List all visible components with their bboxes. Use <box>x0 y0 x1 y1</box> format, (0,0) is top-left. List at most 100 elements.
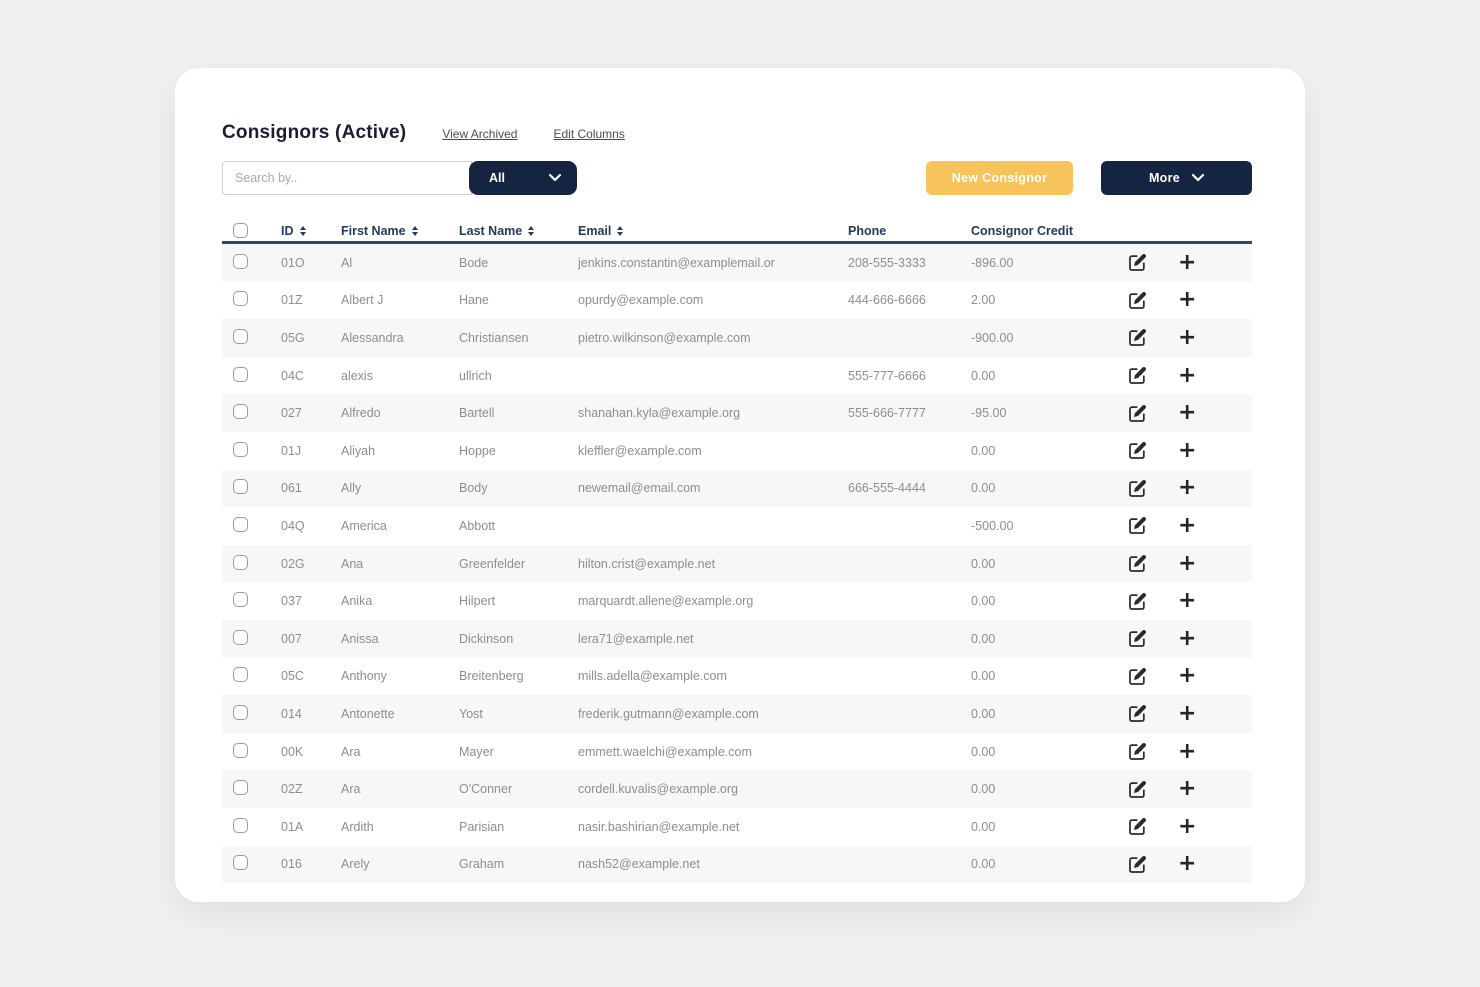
add-icon[interactable]: + <box>1178 552 1197 575</box>
edit-icon[interactable] <box>1128 704 1147 723</box>
cell-first-name: America <box>341 518 387 533</box>
row-checkbox[interactable] <box>233 855 248 871</box>
add-icon[interactable]: + <box>1178 702 1197 725</box>
add-icon[interactable]: + <box>1178 364 1197 387</box>
edit-icon[interactable] <box>1128 817 1147 836</box>
cell-first-name: Al <box>341 255 353 270</box>
add-icon[interactable]: + <box>1178 778 1197 801</box>
cell-last-name: Christiansen <box>459 330 529 345</box>
row-checkbox[interactable] <box>233 629 248 645</box>
add-icon[interactable]: + <box>1178 665 1197 688</box>
add-icon[interactable]: + <box>1178 326 1197 349</box>
row-checkbox[interactable] <box>233 516 248 532</box>
table-row: 04Q America Abbott -500.00 + <box>222 507 1252 545</box>
row-checkbox[interactable] <box>233 366 248 382</box>
edit-icon[interactable] <box>1128 592 1147 611</box>
add-icon[interactable]: + <box>1178 251 1197 274</box>
edit-icon[interactable] <box>1128 291 1147 310</box>
cell-credit: 0.00 <box>971 669 996 684</box>
row-checkbox[interactable] <box>233 817 248 833</box>
cell-id: 037 <box>281 594 302 609</box>
add-icon[interactable]: + <box>1178 477 1197 500</box>
add-icon[interactable]: + <box>1178 289 1197 312</box>
title-row: Consignors (Active) View Archived Edit C… <box>222 122 1252 144</box>
row-checkbox[interactable] <box>233 441 248 457</box>
cell-email: frederik.gutmann@example.com <box>578 706 759 721</box>
add-icon[interactable]: + <box>1178 627 1197 650</box>
edit-icon[interactable] <box>1128 667 1147 686</box>
row-checkbox[interactable] <box>233 742 248 758</box>
row-checkbox[interactable] <box>233 554 248 570</box>
cell-last-name: Graham <box>459 857 505 872</box>
edit-icon[interactable] <box>1128 516 1147 535</box>
row-checkbox[interactable] <box>233 404 248 420</box>
add-icon[interactable]: + <box>1178 815 1197 838</box>
edit-icon[interactable] <box>1128 479 1147 498</box>
edit-icon[interactable] <box>1128 554 1147 573</box>
cell-id: 04Q <box>281 518 305 533</box>
search-filter-dropdown[interactable]: All <box>469 161 577 195</box>
row-checkbox[interactable] <box>233 592 248 608</box>
add-icon[interactable]: + <box>1178 853 1197 876</box>
more-button[interactable]: More <box>1101 161 1252 195</box>
row-checkbox[interactable] <box>233 253 248 269</box>
table-row: 02G Ana Greenfelder hilton.crist@example… <box>222 544 1252 583</box>
row-checkbox[interactable] <box>233 479 248 495</box>
table-row: 016 Arely Graham nash52@example.net 0.00… <box>222 845 1252 884</box>
edit-icon[interactable] <box>1128 404 1147 423</box>
chevron-down-icon <box>1191 171 1205 185</box>
edit-columns-link[interactable]: Edit Columns <box>553 127 625 141</box>
cell-email: newemail@email.com <box>578 481 701 496</box>
cell-last-name: Greenfelder <box>459 556 526 571</box>
edit-icon[interactable] <box>1128 629 1147 648</box>
row-checkbox[interactable] <box>233 667 248 683</box>
column-header-email[interactable]: Email <box>578 224 848 238</box>
edit-icon[interactable] <box>1128 855 1147 874</box>
cell-id: 016 <box>281 857 302 872</box>
row-checkbox[interactable] <box>233 780 248 796</box>
column-header-last-name[interactable]: Last Name <box>459 224 578 238</box>
cell-credit: 0.00 <box>971 819 996 834</box>
cell-email: hilton.crist@example.net <box>578 556 716 571</box>
cell-id: 01Z <box>281 293 303 308</box>
row-checkbox[interactable] <box>233 704 248 720</box>
edit-icon[interactable] <box>1128 441 1147 460</box>
table-row: 01J Aliyah Hoppe kleffler@example.com 0.… <box>222 432 1252 470</box>
edit-icon[interactable] <box>1128 366 1147 385</box>
table-row: 02Z Ara O'Conner cordell.kuvalis@example… <box>222 770 1252 808</box>
consignors-table: ID First Name Last Name Email Phone <box>222 220 1252 884</box>
cell-last-name: Abbott <box>459 518 496 533</box>
add-icon[interactable]: + <box>1178 740 1197 763</box>
select-all-checkbox[interactable] <box>233 223 248 238</box>
edit-icon[interactable] <box>1128 780 1147 799</box>
edit-icon[interactable] <box>1128 253 1147 272</box>
cell-id: 01A <box>281 819 304 834</box>
cell-id: 00K <box>281 744 304 759</box>
cell-first-name: Anika <box>341 594 373 609</box>
cell-first-name: Antonette <box>341 706 395 721</box>
cell-email: opurdy@example.com <box>578 293 704 308</box>
add-icon[interactable]: + <box>1178 590 1197 613</box>
cell-last-name: Dickinson <box>459 631 514 646</box>
view-archived-link[interactable]: View Archived <box>442 127 518 141</box>
column-header-first-name[interactable]: First Name <box>341 224 459 238</box>
edit-icon[interactable] <box>1128 328 1147 347</box>
search-input[interactable] <box>222 161 472 195</box>
cell-id: 027 <box>281 406 302 421</box>
add-icon[interactable]: + <box>1178 514 1197 537</box>
add-icon[interactable]: + <box>1178 402 1197 425</box>
cell-credit: -896.00 <box>971 255 1014 270</box>
cell-last-name: Mayer <box>459 744 494 759</box>
cell-last-name: Hilpert <box>459 594 496 609</box>
cell-first-name: Ally <box>341 481 362 496</box>
row-checkbox[interactable] <box>233 328 248 344</box>
edit-icon[interactable] <box>1128 742 1147 761</box>
column-header-id[interactable]: ID <box>281 224 341 238</box>
row-checkbox[interactable] <box>233 291 248 307</box>
cell-credit: -95.00 <box>971 406 1007 421</box>
cell-last-name: Body <box>459 481 488 496</box>
add-icon[interactable]: + <box>1178 439 1197 462</box>
cell-credit: 0.00 <box>971 368 996 383</box>
cell-first-name: Alfredo <box>341 406 381 421</box>
new-consignor-button[interactable]: New Consignor <box>926 161 1073 195</box>
